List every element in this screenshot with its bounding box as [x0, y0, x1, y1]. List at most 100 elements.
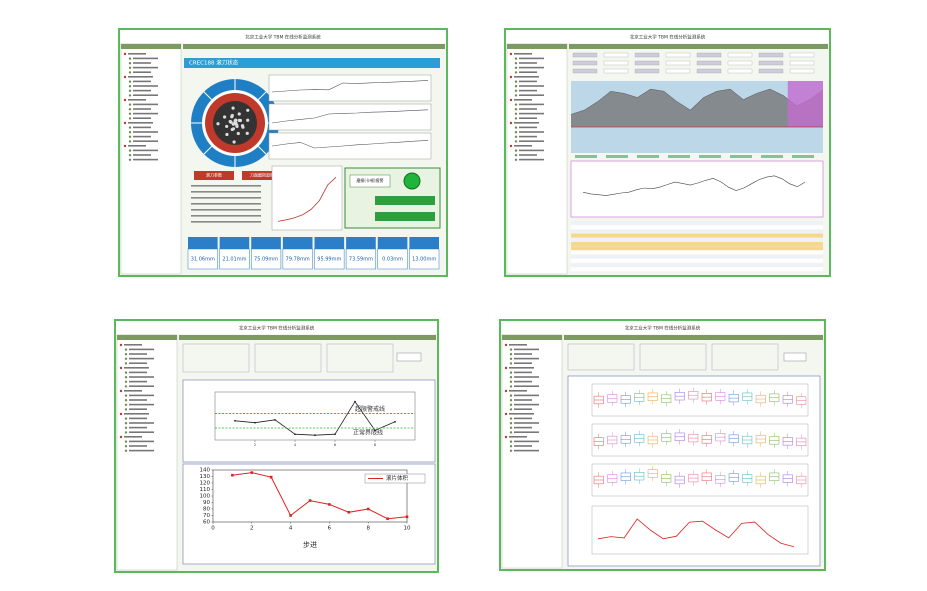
- main-header: [569, 44, 828, 49]
- disk-spoke: [257, 145, 267, 155]
- tree-item: [519, 108, 537, 110]
- y-tick-label: 90: [203, 500, 210, 506]
- tree-icon: [128, 117, 132, 120]
- tree-item: [514, 76, 539, 78]
- tree-item: [519, 135, 537, 138]
- tree-icon: [514, 89, 518, 92]
- data-point: [386, 517, 389, 521]
- tree-icon: [509, 121, 513, 125]
- tree-item: [133, 108, 151, 110]
- control-field: [696, 68, 722, 74]
- data-point: [394, 420, 396, 423]
- sidebar-header: [121, 44, 181, 49]
- table-row: [571, 233, 823, 238]
- status-field: [375, 212, 435, 221]
- tree-icon: [128, 57, 132, 60]
- alarm-label-box: [349, 174, 391, 188]
- tree-icon: [514, 140, 518, 143]
- tree-item: [514, 53, 532, 55]
- control-field: [665, 68, 691, 74]
- tree-icon: [514, 85, 518, 88]
- tree-icon: [123, 75, 127, 79]
- button-label: 滚刀参数: [206, 172, 222, 178]
- table-row: [571, 237, 823, 242]
- tree-icon: [504, 343, 508, 347]
- curve-frame: [271, 165, 343, 231]
- param-row: [191, 221, 261, 223]
- legend-label: 滚片体积: [386, 474, 409, 482]
- tree-item: [514, 385, 539, 387]
- cutter: [238, 118, 243, 123]
- x-tick-label: 8: [366, 526, 370, 532]
- tree-icon: [514, 71, 518, 74]
- control-field: [789, 60, 815, 66]
- tree-item: [509, 390, 527, 392]
- tree-icon: [124, 357, 128, 360]
- tree-icon: [128, 71, 132, 74]
- sidebar-header: [117, 335, 177, 340]
- tree-icon: [514, 131, 518, 134]
- reading-value: 95.99mm: [317, 257, 341, 263]
- trend-line: [597, 518, 795, 548]
- action-button[interactable]: [194, 171, 234, 180]
- tree-item: [514, 145, 532, 147]
- cutter: [231, 122, 235, 126]
- tree-item: [133, 117, 151, 119]
- table-row: [571, 246, 823, 251]
- tree-item: [129, 449, 154, 452]
- trace-line: [271, 109, 429, 124]
- data-point: [289, 514, 292, 517]
- tree-icon: [128, 140, 132, 143]
- tree-icon: [514, 80, 518, 83]
- control-field: [603, 52, 629, 58]
- tree-item: [519, 71, 537, 73]
- tree-icon: [128, 112, 132, 116]
- tree-item: [129, 422, 154, 424]
- tree-item: [124, 344, 142, 346]
- segment-tag: [699, 155, 721, 158]
- reading-header: [219, 237, 250, 249]
- tree-icon: [509, 426, 513, 429]
- reading-header: [251, 237, 281, 249]
- control-group: [639, 343, 707, 371]
- action-button[interactable]: [242, 171, 282, 180]
- tree-item: [133, 131, 158, 133]
- title-bar: [116, 321, 437, 334]
- reading-header: [188, 237, 218, 249]
- tree-icon: [509, 431, 513, 434]
- segment-tag: [792, 155, 814, 158]
- tree-icon: [124, 376, 128, 379]
- sidebar-header: [502, 335, 562, 340]
- tree-icon: [514, 126, 518, 129]
- normal-label: 正常界限线: [353, 429, 383, 437]
- cutter: [216, 122, 220, 126]
- query-button[interactable]: [783, 352, 807, 362]
- tree-icon: [509, 385, 513, 388]
- tree-item: [519, 89, 537, 92]
- tree-icon: [124, 417, 128, 420]
- tree-item: [133, 85, 158, 87]
- segment-tag: [761, 155, 783, 158]
- reading-value: 0.03mm: [382, 257, 403, 263]
- control-field: [665, 60, 691, 66]
- tree-item: [129, 417, 147, 420]
- y-tick-label: 130: [200, 474, 211, 480]
- tree-icon: [509, 417, 513, 420]
- tree-item: [514, 431, 539, 433]
- main-header: [564, 335, 823, 340]
- query-button[interactable]: [396, 352, 422, 362]
- sidebar: [116, 334, 178, 571]
- screenshot-panel: 北京工业大学 TBM 在线分析监测系统: [499, 319, 826, 571]
- y-tick-label: 80: [203, 507, 210, 513]
- title-bar: [501, 321, 824, 334]
- control-field: [758, 60, 784, 66]
- tree-item: [509, 344, 527, 346]
- window-title: 北京工业大学 TBM 在线分析监测系统: [245, 34, 321, 41]
- button-label: 刀盘磨损趋势: [250, 172, 274, 178]
- tree-item: [129, 394, 154, 397]
- table-row: [571, 258, 823, 263]
- trace-frame: [268, 74, 432, 102]
